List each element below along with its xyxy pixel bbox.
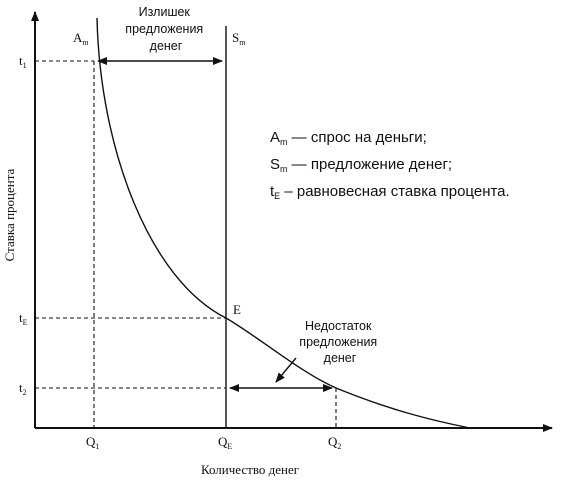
y-tick-te: tE [19, 310, 28, 327]
surplus-annotation: Излишек предложения денег [125, 5, 206, 53]
x-tick-q1: Q1 [86, 434, 99, 451]
x-axis-title: Количество денег [201, 462, 299, 477]
shortage-annotation: Недостаток предложения денег [299, 319, 380, 365]
x-tick-q2: Q2 [328, 434, 341, 451]
supply-label: Sm [232, 30, 246, 47]
legend: Am — спрос на деньги; Sm — предложение д… [270, 129, 510, 201]
legend-item-demand: Am — спрос на деньги; [270, 129, 427, 147]
shortage-pointer [275, 357, 297, 383]
demand-label: Am [73, 30, 89, 47]
legend-item-rate: tE – равновесная ставка процента. [270, 183, 510, 201]
legend-item-supply: Sm — предложение денег; [270, 156, 452, 174]
y-tick-t1: t1 [19, 53, 27, 70]
equilibrium-label: E [233, 302, 241, 317]
x-tick-qe: QE [218, 434, 232, 451]
demand-curve [96, 17, 471, 429]
y-axis-title: Ставка процента [2, 168, 17, 261]
y-tick-t2: t2 [19, 380, 27, 397]
